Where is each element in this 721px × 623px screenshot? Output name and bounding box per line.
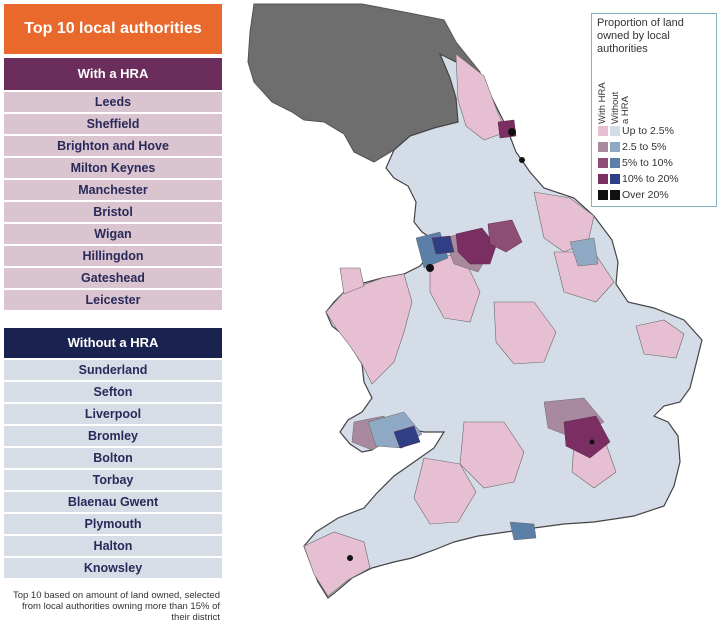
list-item: Torbay	[4, 470, 222, 490]
list-item: Bromley	[4, 426, 222, 446]
legend-bin-label: Over 20%	[622, 189, 669, 201]
list-item: Hillingdon	[4, 246, 222, 266]
legend-swatch-with-hra	[598, 174, 608, 184]
list-item: Wigan	[4, 224, 222, 244]
without-hra-list: Sunderland Sefton Liverpool Bromley Bolt…	[4, 360, 222, 578]
legend-swatch-with-hra	[598, 126, 608, 136]
list-item: Blaenau Gwent	[4, 492, 222, 512]
footnote: Top 10 based on amount of land owned, se…	[12, 590, 220, 623]
panel-title: Top 10 local authorities	[4, 4, 222, 54]
list-item: Brighton and Hove	[4, 136, 222, 156]
legend-bin-label: 10% to 20%	[622, 173, 679, 185]
legend-swatch-without-hra	[610, 174, 620, 184]
list-item: Sunderland	[4, 360, 222, 380]
with-hra-list: Leeds Sheffield Brighton and Hove Milton…	[4, 92, 222, 310]
legend-swatch-without-hra	[610, 126, 620, 136]
list-item: Milton Keynes	[4, 158, 222, 178]
list-item: Manchester	[4, 180, 222, 200]
list-item: Plymouth	[4, 514, 222, 534]
list-item: Sefton	[4, 382, 222, 402]
list-item: Bristol	[4, 202, 222, 222]
legend-title: Proportion of land owned by local author…	[597, 17, 684, 55]
without-hra-heading: Without a HRA	[4, 328, 222, 358]
legend-bin-label: 5% to 10%	[622, 157, 673, 169]
list-item: Knowsley	[4, 558, 222, 578]
legend-swatch-without-hra	[610, 158, 620, 168]
legend-swatch-without-hra	[610, 142, 620, 152]
legend-swatch-with-hra	[598, 142, 608, 152]
list-item: Leeds	[4, 92, 222, 112]
list-item: Leicester	[4, 290, 222, 310]
legend-bin-label: 2.5 to 5%	[622, 141, 667, 153]
list-item: Sheffield	[4, 114, 222, 134]
legend-bin-label: Up to 2.5%	[622, 125, 674, 137]
legend-swatch-with-hra	[598, 190, 608, 200]
list-item: Gateshead	[4, 268, 222, 288]
legend-col-with-hra: With HRA	[597, 82, 608, 124]
map-legend: Proportion of land owned by local author…	[591, 13, 717, 207]
legend-swatch-with-hra	[598, 158, 608, 168]
list-item: Liverpool	[4, 404, 222, 424]
authorities-panel: Top 10 local authorities With a HRA Leed…	[4, 4, 222, 623]
legend-swatch-without-hra	[610, 190, 620, 200]
england-wales-map	[247, 3, 703, 599]
legend-col-without-hra-2: a HRA	[620, 96, 631, 124]
list-item: Halton	[4, 536, 222, 556]
list-item: Bolton	[4, 448, 222, 468]
with-hra-heading: With a HRA	[4, 58, 222, 90]
